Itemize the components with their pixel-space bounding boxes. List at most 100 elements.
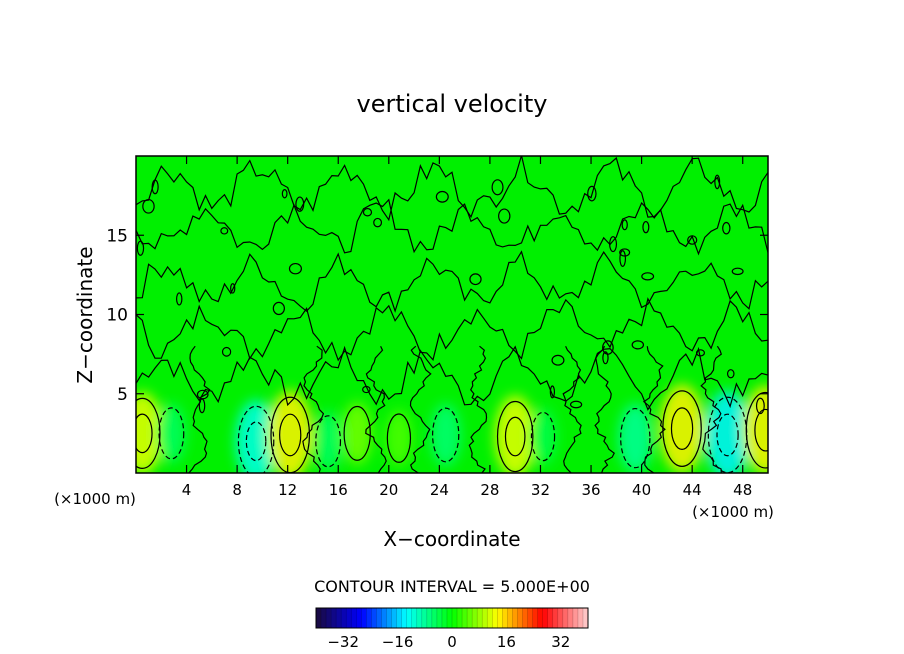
small-contour-cell: [722, 221, 731, 235]
downdraft-region: [235, 400, 277, 473]
updraft-contour: [662, 390, 702, 467]
colorbar-cell: [552, 608, 559, 628]
colorbar-cell: [331, 608, 337, 628]
downdraft-contour: [530, 411, 556, 462]
small-contour-cell: [602, 351, 609, 365]
colorbar-cell: [371, 608, 377, 628]
colorbar-cell: [517, 608, 524, 628]
x-tick-label: 16: [329, 481, 348, 499]
colorbar-cell: [356, 608, 362, 628]
colorbar-cell: [326, 608, 332, 628]
small-contour-cell: [288, 262, 303, 275]
small-contour-cell: [272, 301, 285, 316]
colorbar-cell: [562, 608, 569, 628]
colorbar-cells: [315, 608, 589, 628]
downdraft-region: [430, 403, 462, 467]
zero-contour: [136, 345, 768, 411]
colorbar-cell: [351, 608, 357, 628]
downdraft-region: [156, 403, 186, 464]
small-contour-cell: [642, 220, 650, 234]
x-tick-label: 40: [632, 481, 651, 499]
zero-contour: [136, 297, 768, 362]
colorbar-cell: [346, 608, 352, 628]
colorbar-cell: [567, 608, 574, 628]
colorbar-tick-label: −32: [327, 633, 359, 651]
colorbar-cell: [406, 608, 413, 628]
colorbar-cell: [547, 608, 554, 628]
updraft-contour: [343, 405, 371, 461]
updraft-region: [659, 384, 705, 473]
colorbar-tick-label: 16: [497, 633, 516, 651]
colorbar-cell: [457, 608, 463, 628]
x-tick-label: 36: [581, 481, 600, 499]
updraft-region: [267, 390, 313, 473]
colorbar-cell: [507, 608, 513, 628]
zero-contour: [642, 346, 666, 473]
small-contour-cell: [362, 207, 373, 217]
small-contour-cell: [619, 248, 631, 257]
updraft-region: [385, 409, 413, 467]
small-contour-cell: [569, 400, 583, 409]
plot-area: [135, 155, 769, 474]
colorbar-cell: [341, 608, 347, 628]
chart-title: vertical velocity: [357, 90, 548, 118]
updraft-region: [742, 385, 768, 473]
small-contour-cell: [551, 354, 565, 366]
x-tick-label: 48: [733, 481, 752, 499]
small-contour-cell: [373, 217, 383, 228]
small-contour-cell: [362, 385, 371, 394]
small-contour-cell: [136, 240, 145, 256]
small-contour-cell: [281, 189, 288, 199]
updraft-contour: [279, 413, 302, 457]
downdraft-contour: [245, 421, 267, 462]
colorbar-cell: [381, 608, 388, 628]
colorbar-cell: [446, 608, 453, 628]
updraft-contour: [136, 413, 153, 454]
colorbar-cell: [321, 608, 327, 628]
updraft-contour: [386, 413, 412, 463]
colorbar-cell: [416, 608, 423, 628]
updraft-region: [494, 395, 536, 473]
small-contour-cell: [151, 179, 159, 195]
colorbar-cell: [527, 608, 534, 628]
small-contour-cell: [491, 179, 504, 196]
downdraft-contour: [237, 405, 275, 473]
small-contour-cell: [726, 369, 735, 379]
colorbar-cell: [557, 608, 564, 628]
colorbar-tick-label: 0: [447, 633, 457, 651]
colorbar-cell: [542, 608, 549, 628]
colorbar-cell: [472, 608, 478, 628]
updraft-region: [341, 401, 373, 465]
small-contour-cell: [587, 185, 597, 202]
small-contour-cell: [631, 340, 645, 350]
zero-contour: [136, 156, 768, 222]
colorbar-tick-label: −16: [382, 633, 414, 651]
x-tick-label: 12: [278, 481, 297, 499]
contour-lines: [136, 156, 768, 473]
colorbar-cell: [396, 608, 403, 628]
small-contour-cell: [295, 196, 305, 212]
x-tick-label: 32: [531, 481, 550, 499]
small-contour-cell: [142, 198, 155, 214]
small-contour-cell: [469, 273, 482, 286]
small-contour-cell: [695, 349, 705, 357]
velocity-field: [136, 384, 768, 473]
zero-contour: [136, 198, 768, 256]
updraft-contour: [496, 400, 534, 473]
y-axis-unit-label: (×1000 m): [54, 490, 136, 508]
x-tick-label: 28: [480, 481, 499, 499]
updraft-contour: [136, 397, 161, 469]
small-contour-cell: [221, 346, 232, 357]
small-contour-cell: [714, 174, 721, 190]
contour-interval-label: CONTOUR INTERVAL = 5.000E+00: [314, 577, 590, 596]
zero-contour: [468, 345, 488, 473]
colorbar-cell: [421, 608, 428, 628]
zero-contour: [700, 345, 723, 473]
updraft-contour: [504, 416, 526, 457]
small-contour-cell: [621, 219, 628, 231]
colorbar-cell: [386, 608, 393, 628]
colorbar-cell: [462, 608, 468, 628]
small-contour-cell: [435, 190, 449, 203]
colorbar-cell: [336, 608, 342, 628]
